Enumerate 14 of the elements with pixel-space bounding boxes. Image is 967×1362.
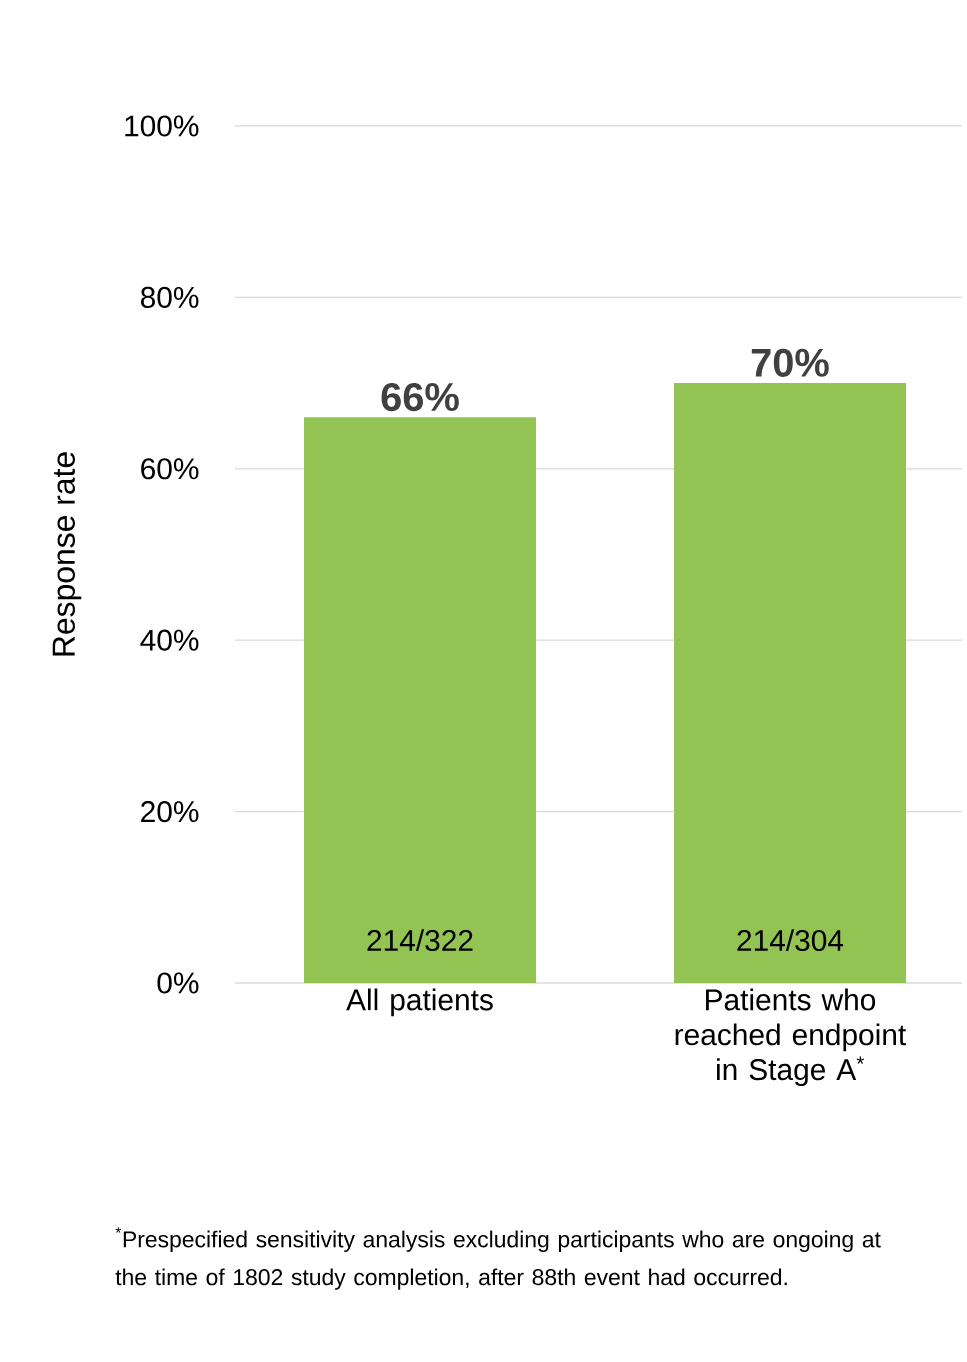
x-tick-label: All patients bbox=[346, 988, 493, 1017]
y-tick-label: 100% bbox=[125, 115, 199, 137]
text: $^{*}$Prespecified sensitivity analysis excluding participants who are ongoing at the time of 1802 study completion, after 88th event had occurred. bbox=[115, 1227, 881, 1290]
y-tick-label: 60% bbox=[141, 458, 199, 480]
annotation: 214/304 bbox=[737, 929, 844, 952]
y-tick-label: 0% bbox=[157, 972, 199, 994]
y-axis-title: Response rate bbox=[52, 452, 82, 656]
data-label: 70% bbox=[751, 348, 829, 377]
x-tick-label: Patients who reached endpoint in Stage A$^{*}$ bbox=[675, 988, 907, 1087]
annotation: 214/322 bbox=[367, 929, 473, 952]
y-tick-label: 40% bbox=[140, 629, 199, 651]
data-label: 66% bbox=[381, 382, 459, 412]
y-tick-label: 20% bbox=[141, 801, 199, 823]
y-tick-label: 80% bbox=[140, 286, 199, 308]
